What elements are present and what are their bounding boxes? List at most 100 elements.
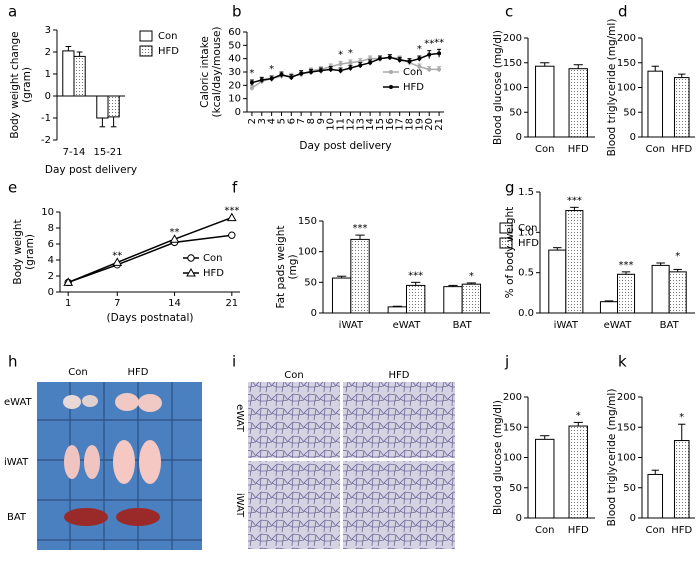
bar: [73, 55, 86, 97]
x-tick-label: Con: [646, 525, 665, 536]
bar: [647, 473, 664, 519]
panel-letter: g: [505, 179, 515, 197]
marker: [358, 63, 363, 68]
y-tick-label: 200: [617, 392, 636, 403]
annotation: ***: [567, 195, 582, 206]
y-tick-label: 1.5: [518, 187, 534, 198]
bar: [62, 50, 75, 97]
x-tick-label: 18: [405, 118, 416, 131]
legend-swatch: [499, 222, 513, 234]
marker: [348, 60, 353, 65]
tissue: [139, 440, 161, 484]
chart-panel: e Body weight (gram) 0 2 4 6 8 10 (Days postnatal…: [8, 179, 240, 324]
annotation: ***: [619, 260, 634, 271]
panel-letter: c: [505, 3, 513, 21]
column-label: HFD: [389, 370, 410, 381]
y-tick-label: 0: [45, 91, 51, 102]
photo-panel-i: i Con HFD eWAT iWAT: [232, 353, 455, 549]
bar: [535, 438, 555, 519]
annotation: *: [679, 412, 684, 423]
column-label: Con: [68, 367, 87, 378]
x-tick-label: 20: [424, 118, 435, 131]
chart-panel: k Blood triglyceride (mg/ml) 0 50 100 150 200 C…: [606, 353, 695, 536]
histology-image: [248, 461, 340, 549]
y-tick-label: 50: [509, 107, 522, 118]
y-tick-label: 200: [503, 33, 522, 44]
y-tick-label: 0: [48, 287, 54, 298]
x-tick-label: iWAT: [339, 320, 364, 331]
marker: [259, 78, 264, 82]
y-axis-label: Blood triglyceride (mg/ml): [606, 389, 618, 527]
y-tick-label: 200: [503, 392, 522, 403]
x-tick-label: HFD: [671, 144, 692, 155]
x-tick-label: 1: [65, 298, 71, 309]
x-tick-label: 13: [355, 118, 366, 131]
annotation: *: [269, 64, 274, 75]
annotation: *: [417, 44, 422, 55]
y-tick-label: 60: [228, 27, 241, 38]
y-axis-label: Blood triglyceride (mg/ml): [606, 19, 618, 157]
x-tick-label: 7: [296, 118, 307, 124]
bar: [565, 210, 584, 314]
x-tick-label: 10: [326, 118, 337, 131]
x-tick-label: 19: [414, 118, 425, 131]
y-axis-label: Caloric intake: [199, 36, 211, 108]
annotation: **: [170, 227, 180, 238]
row-label: BAT: [7, 512, 27, 523]
row-label: iWAT: [4, 457, 29, 468]
panel-letter: f: [232, 179, 238, 197]
marker: [186, 267, 196, 277]
y-tick-label: 2: [48, 271, 54, 282]
marker: [368, 60, 373, 65]
tissue: [63, 395, 81, 409]
marker: [348, 66, 353, 70]
tissue: [115, 393, 139, 411]
y-tick-label: 50: [509, 483, 522, 494]
panel-letter: k: [618, 353, 627, 371]
y-tick-label: 50: [304, 277, 317, 288]
y-tick-label: -2: [41, 135, 51, 146]
y-tick-label: 100: [617, 453, 636, 464]
annotation: ***: [353, 223, 368, 234]
y-tick-label: 150: [617, 58, 636, 69]
x-tick-label: 6: [286, 118, 297, 124]
row-label: eWAT: [4, 397, 33, 408]
x-tick-label: 21: [434, 118, 445, 131]
x-tick-label: eWAT: [393, 320, 422, 331]
y-axis-label: Fat pads weight: [275, 226, 287, 309]
x-tick-label: Con: [535, 525, 554, 536]
marker: [318, 68, 323, 73]
x-tick-label: HFD: [671, 525, 692, 536]
x-tick-label: 7-14: [63, 147, 86, 158]
marker: [389, 70, 393, 74]
y-tick-label: 8: [48, 223, 54, 234]
y-axis-label: % of body weight: [504, 207, 516, 298]
y-tick-label: -1: [41, 113, 51, 124]
chart-panel: a Body weight change (gram) -2 -1 0 1 2 3 Day pos…: [8, 3, 179, 177]
tissue: [138, 394, 162, 412]
legend-label: Con: [518, 223, 537, 234]
x-tick-label: Con: [646, 144, 665, 155]
y-tick-label: 100: [503, 453, 522, 464]
y-tick-label: 150: [503, 58, 522, 69]
tissue: [113, 440, 135, 484]
legend-label: HFD: [403, 82, 424, 93]
y-tick-label: 1.0: [518, 227, 534, 238]
x-tick-label: BAT: [453, 320, 473, 331]
y-tick-label: 3: [45, 25, 51, 36]
y-tick-label: 0: [311, 308, 317, 319]
legend-label: HFD: [158, 46, 179, 57]
bar: [617, 273, 636, 314]
marker: [417, 64, 422, 69]
y-axis-label: (gram): [21, 67, 33, 103]
legend-label: HFD: [518, 238, 539, 249]
x-tick-label: 7: [114, 298, 120, 309]
marker: [63, 277, 74, 286]
x-tick-label: 16: [385, 118, 396, 131]
bar: [668, 271, 687, 314]
annotation: *: [249, 68, 254, 79]
panel-letter: b: [232, 3, 242, 21]
legend-swatch: [499, 237, 513, 249]
column-label: Con: [284, 370, 303, 381]
